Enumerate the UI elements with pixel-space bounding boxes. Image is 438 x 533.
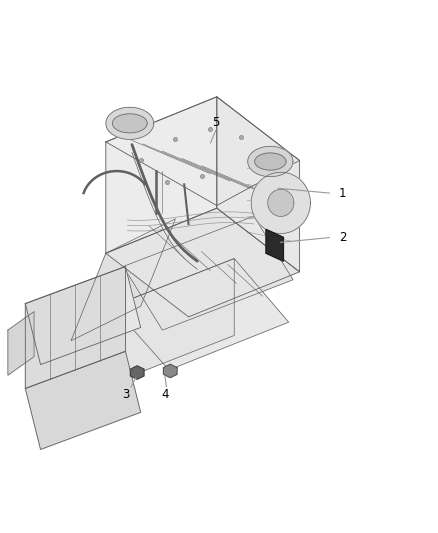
Polygon shape xyxy=(163,364,177,378)
Polygon shape xyxy=(25,351,141,449)
Polygon shape xyxy=(113,259,289,370)
Polygon shape xyxy=(8,312,34,375)
Text: 1: 1 xyxy=(339,187,346,200)
Text: 2: 2 xyxy=(339,231,346,244)
Polygon shape xyxy=(123,216,293,330)
Polygon shape xyxy=(113,259,234,383)
Polygon shape xyxy=(106,97,300,206)
Polygon shape xyxy=(113,114,147,133)
Polygon shape xyxy=(106,208,300,317)
Polygon shape xyxy=(217,97,300,272)
Text: 5: 5 xyxy=(212,116,220,129)
Polygon shape xyxy=(251,172,311,233)
Text: 3: 3 xyxy=(122,389,130,401)
Polygon shape xyxy=(106,107,154,139)
Polygon shape xyxy=(25,266,125,389)
Polygon shape xyxy=(131,366,144,379)
Text: 4: 4 xyxy=(162,389,169,401)
Polygon shape xyxy=(255,153,286,170)
Polygon shape xyxy=(25,266,141,365)
Polygon shape xyxy=(266,229,283,261)
Polygon shape xyxy=(106,97,217,253)
Polygon shape xyxy=(248,147,293,176)
Polygon shape xyxy=(268,189,294,216)
Polygon shape xyxy=(71,219,176,341)
